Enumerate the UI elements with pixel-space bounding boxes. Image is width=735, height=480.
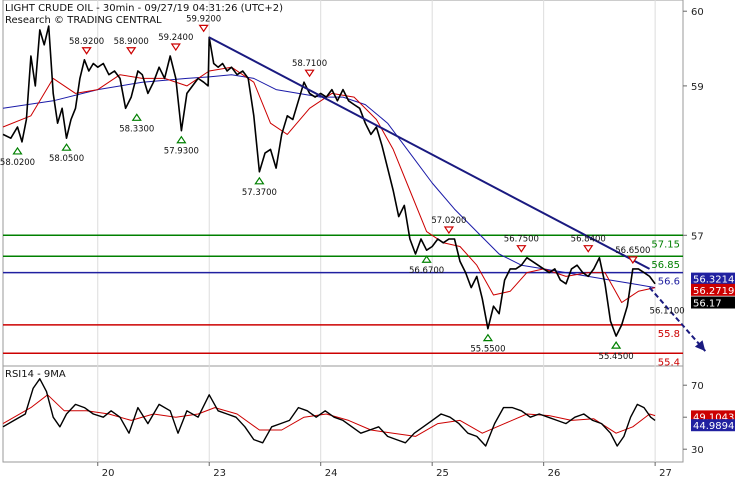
trough-marker bbox=[131, 113, 142, 121]
trough-label: 58.3300 bbox=[119, 124, 154, 134]
price-tag-label: 56.3214 bbox=[693, 275, 734, 286]
price-tag-bg bbox=[691, 283, 735, 296]
x-tick-label-25: 25 bbox=[436, 468, 449, 479]
trough-marker bbox=[482, 333, 494, 342]
price-y-tick-label-59: 59 bbox=[691, 82, 704, 93]
price-line bbox=[2, 25, 656, 337]
peak-label: 58.9200 bbox=[69, 37, 104, 47]
trough-marker bbox=[254, 176, 265, 185]
trough-marker bbox=[421, 255, 432, 263]
price-tag-label: 56.2719 bbox=[693, 286, 734, 297]
price-tag-bg bbox=[691, 272, 735, 285]
level-label-55.4: 55.4 bbox=[658, 357, 680, 368]
trough-label: 58.0200 bbox=[0, 158, 35, 168]
trough-label: 57.3700 bbox=[242, 188, 277, 198]
rsi-tag-label: 49.1043 bbox=[693, 412, 734, 423]
trough-label: 58.0500 bbox=[49, 154, 84, 164]
chart-title: LIGHT CRUDE OIL - 30min - 09/27/19 04:31… bbox=[5, 3, 283, 14]
source-credit: Research © TRADING CENTRAL bbox=[5, 15, 162, 26]
rsi-line bbox=[2, 378, 656, 447]
x-tick-label-23: 23 bbox=[213, 468, 226, 479]
peak-label: 58.7100 bbox=[292, 59, 327, 69]
x-grid bbox=[97, 0, 656, 462]
rsi-y-tick-label-70: 70 bbox=[691, 381, 704, 392]
projection-arrow-head bbox=[694, 340, 706, 352]
x-tick-label-24: 24 bbox=[325, 468, 338, 479]
peak-marker bbox=[304, 69, 315, 78]
projection-arrow-line bbox=[648, 286, 707, 352]
trough-label: 57.9300 bbox=[164, 147, 199, 157]
peak-marker bbox=[81, 47, 92, 55]
rsi-tag-label: 44.9894 bbox=[693, 421, 734, 432]
peak-marker bbox=[516, 245, 527, 253]
trough-label: 56.6700 bbox=[409, 266, 444, 276]
peak-label: 59.2400 bbox=[158, 33, 193, 43]
price-series bbox=[2, 25, 707, 352]
price-y-tick-label-57: 57 bbox=[691, 231, 704, 242]
x-tick-label-20: 20 bbox=[102, 468, 115, 479]
rsi-y-tick-label-30: 30 bbox=[691, 445, 704, 456]
ma-fast-line bbox=[2, 66, 656, 303]
peak-trough-markers: 58.9200 58.9000 59.2400 59.9200 58.7100 57.02… bbox=[0, 14, 685, 362]
rsi-series bbox=[2, 378, 656, 447]
trough-label: 55.5500 bbox=[470, 345, 505, 355]
rsi-ma-line bbox=[2, 394, 656, 437]
peak-label: 58.9000 bbox=[114, 37, 149, 47]
peak-label: 56.6500 bbox=[615, 246, 650, 256]
price-y-tick-label-60: 60 bbox=[691, 7, 704, 18]
rsi-tag-bg bbox=[691, 419, 735, 432]
peak-label: 56.8400 bbox=[571, 235, 606, 245]
price-tag-bg bbox=[691, 296, 735, 309]
peak-marker bbox=[443, 226, 455, 235]
peak-label: 56.7500 bbox=[504, 235, 539, 245]
ma-slow-line bbox=[2, 74, 656, 289]
level-label-56.85: 56.85 bbox=[651, 260, 680, 271]
trend-line bbox=[208, 36, 651, 270]
peak-marker bbox=[198, 24, 209, 33]
trough-label: 55.4500 bbox=[599, 352, 634, 362]
trough-marker bbox=[61, 143, 72, 151]
peak-label: 57.0200 bbox=[431, 216, 466, 226]
price-annotation: 56.1100 bbox=[650, 307, 685, 317]
peak-marker bbox=[126, 47, 137, 55]
x-tick-label-27: 27 bbox=[659, 468, 672, 479]
level-lines: 57.15 56.85 56.6 55.8 55.4 bbox=[3, 234, 683, 368]
peak-marker bbox=[583, 245, 594, 253]
trough-marker bbox=[12, 146, 23, 155]
peak-marker bbox=[170, 43, 181, 52]
rsi-panel-frame bbox=[2, 365, 684, 463]
trough-marker bbox=[176, 135, 187, 144]
x-tick-label-26: 26 bbox=[548, 468, 561, 479]
rsi-title: RSI14 - 9MA bbox=[5, 369, 66, 380]
peak-marker bbox=[627, 256, 638, 264]
level-label-57.15: 57.15 bbox=[651, 239, 680, 250]
level-label-56.6: 56.6 bbox=[658, 277, 680, 288]
peak-label: 59.9200 bbox=[186, 14, 221, 24]
price-tag-label: 56.17 bbox=[693, 299, 722, 310]
trough-marker bbox=[610, 341, 622, 349]
level-label-55.8: 55.8 bbox=[658, 329, 680, 340]
